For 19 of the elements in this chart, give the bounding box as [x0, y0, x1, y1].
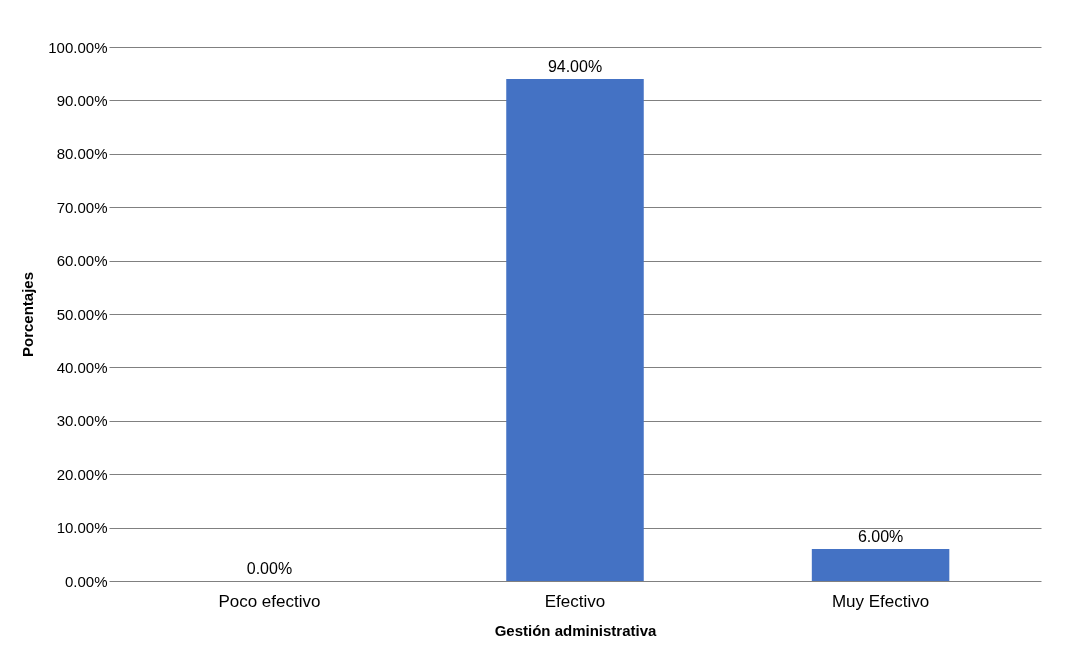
data-label: 0.00%	[246, 560, 293, 577]
y-tick-label: 60.00%	[56, 252, 108, 270]
y-tick-label: 70.00%	[56, 198, 108, 216]
y-tick-label: 20.00%	[56, 465, 108, 483]
y-tick-label: 0.00%	[64, 572, 108, 590]
x-tick-label: Efectivo	[544, 591, 606, 611]
y-tick-label: 90.00%	[56, 91, 108, 109]
data-label: 94.00%	[547, 58, 603, 76]
x-axis-title: Gestión administrativa	[494, 621, 658, 639]
x-tick-label: Poco efectivo	[218, 591, 321, 611]
x-tick-label: Muy Efectivo	[831, 591, 930, 611]
y-tick-label: 30.00%	[56, 412, 108, 430]
y-tick-label: 80.00%	[56, 145, 108, 163]
y-tick-label: 10.00%	[56, 519, 108, 537]
y-tick-label: 100.00%	[48, 38, 108, 56]
y-tick-label: 50.00%	[56, 305, 108, 323]
y-tick-label: 40.00%	[56, 358, 108, 376]
data-label: 6.00%	[857, 527, 904, 545]
y-axis-title: Porcentajes	[19, 271, 37, 358]
